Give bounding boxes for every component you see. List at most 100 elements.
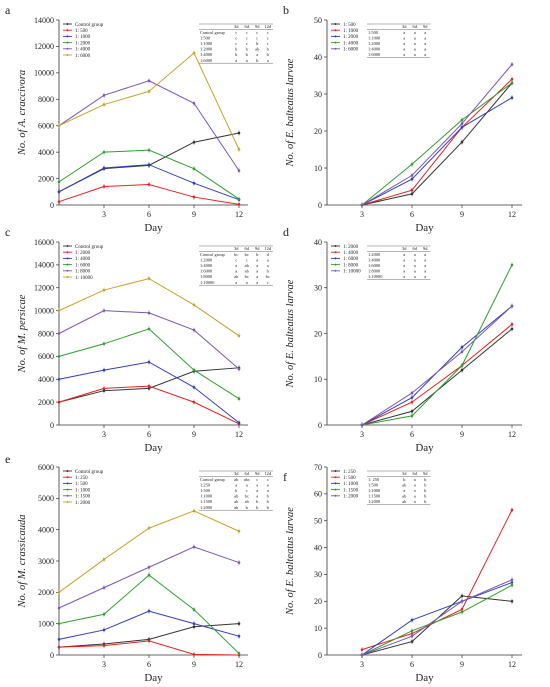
table-cell: Control group: [200, 477, 226, 482]
legend-marker: [334, 263, 337, 266]
table-cell: a: [414, 35, 416, 40]
table-cell: a: [424, 269, 426, 274]
legend-label: 1: 500: [75, 482, 88, 487]
x-tick-label: 6: [147, 430, 151, 439]
table-cell: ab: [234, 274, 239, 279]
data-point: [102, 368, 106, 372]
y-tick-label: 4000: [38, 375, 54, 384]
data-point: [360, 648, 364, 651]
data-point: [410, 163, 414, 166]
data-point: [510, 508, 514, 512]
y-tick-label: 0: [50, 201, 54, 210]
y-tick-label: 12000: [34, 42, 54, 51]
table-cell: ab: [402, 499, 407, 504]
legend-marker: [66, 476, 69, 479]
legend-label: 1: 2000: [75, 41, 91, 46]
y-axis-label: No. of E. balteatus larvae: [285, 58, 296, 167]
table-cell: Control group: [200, 30, 226, 35]
data-point: [147, 360, 151, 364]
table-cell: a: [414, 494, 416, 499]
legend-label: 1: 500: [343, 476, 356, 481]
table-cell: 1:1500: [368, 494, 381, 499]
table-cell: b: [256, 41, 259, 46]
x-tick-label: 12: [508, 430, 516, 439]
x-tick-label: 3: [102, 430, 106, 439]
table-header-cell: 9d: [255, 246, 260, 251]
table-cell: 1:2000: [200, 257, 213, 262]
table-cell: a: [256, 269, 258, 274]
y-tick-label: 6000: [38, 463, 54, 472]
table-cell: bc: [245, 252, 249, 257]
x-axis-label: Day: [144, 222, 163, 234]
table-cell: d: [267, 252, 270, 257]
table-cell: 1:1500: [200, 499, 213, 504]
data-point: [192, 140, 196, 144]
y-tick-label: 30: [314, 90, 322, 99]
x-tick-label: 9: [192, 210, 196, 219]
table-cell: b: [235, 52, 238, 57]
x-tick-label: 6: [147, 210, 151, 219]
table-cell: 1:1000: [368, 488, 381, 493]
data-point: [237, 634, 241, 638]
table-cell: b: [424, 482, 427, 487]
table-header-cell: 9d: [423, 246, 428, 251]
table-cell: c: [267, 30, 269, 35]
data-point: [192, 545, 196, 549]
data-point: [102, 166, 106, 170]
table-cell: c: [256, 477, 258, 482]
table-header-cell: 6d: [413, 471, 418, 476]
data-point: [57, 400, 61, 404]
y-tick-label: 30: [314, 570, 322, 579]
table-header-cell: 3d: [402, 24, 407, 29]
data-point: [57, 622, 61, 625]
y-tick-label: 1000: [38, 619, 54, 628]
data-point: [147, 327, 151, 331]
legend-label: 1: 6000: [75, 54, 91, 59]
data-point: [147, 163, 151, 166]
series-line: [361, 305, 513, 426]
x-tick-label: 6: [410, 660, 414, 669]
data-point: [147, 311, 151, 315]
x-tick-label: 9: [460, 210, 464, 219]
table-cell: a: [256, 280, 258, 285]
table-cell: 1:250: [200, 482, 211, 487]
table-cell: a: [414, 252, 416, 257]
legend-marker: [66, 263, 69, 266]
data-point: [192, 653, 196, 656]
data-point: [192, 167, 196, 170]
table-cell: b: [246, 47, 249, 52]
table-cell: b: [267, 505, 270, 510]
data-point: [460, 608, 464, 611]
table-cell: a: [414, 477, 416, 482]
table-header-cell: 6d: [413, 246, 418, 251]
data-point: [102, 185, 106, 188]
table-cell: a: [256, 263, 258, 268]
table-cell: ab: [255, 47, 260, 52]
y-tick-label: 20: [314, 597, 322, 606]
table-cell: ab: [402, 482, 407, 487]
table-header-cell: 9d: [423, 24, 428, 29]
panel-b: b 0 10 20 30 40 50 3 6 9 12 Day No. of E. balteatus …: [283, 3, 522, 234]
data-point: [237, 529, 241, 533]
data-point: [460, 118, 464, 122]
y-tick-label: 14000: [34, 261, 54, 270]
legend-label: 1: 6000: [75, 263, 91, 268]
table-cell: bc: [245, 494, 249, 499]
panel-letter: d: [283, 225, 289, 239]
data-point: [237, 148, 241, 151]
table-cell: a: [246, 58, 248, 63]
data-point: [510, 581, 514, 584]
table-cell: c: [235, 41, 237, 46]
series-line: [361, 582, 513, 656]
x-tick-label: 12: [235, 430, 243, 439]
legend-marker: [334, 476, 337, 479]
y-tick-label: 10000: [34, 306, 54, 315]
legend-marker: [334, 47, 337, 50]
data-point: [510, 578, 514, 582]
data-point: [237, 197, 241, 201]
legend-marker: [66, 47, 69, 50]
data-point: [410, 634, 414, 638]
y-tick-label: 20: [314, 329, 322, 338]
legend-label: 1: 6000: [343, 257, 359, 262]
table-cell: b: [246, 505, 249, 510]
